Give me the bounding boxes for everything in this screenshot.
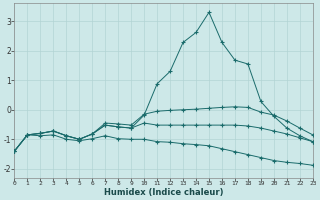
X-axis label: Humidex (Indice chaleur): Humidex (Indice chaleur) [104, 188, 223, 197]
